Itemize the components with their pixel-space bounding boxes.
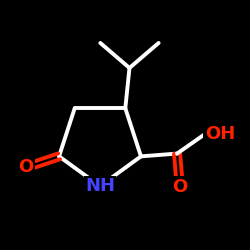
- Text: OH: OH: [205, 125, 235, 143]
- Text: O: O: [172, 178, 188, 196]
- Text: O: O: [18, 158, 33, 176]
- Text: NH: NH: [85, 177, 115, 195]
